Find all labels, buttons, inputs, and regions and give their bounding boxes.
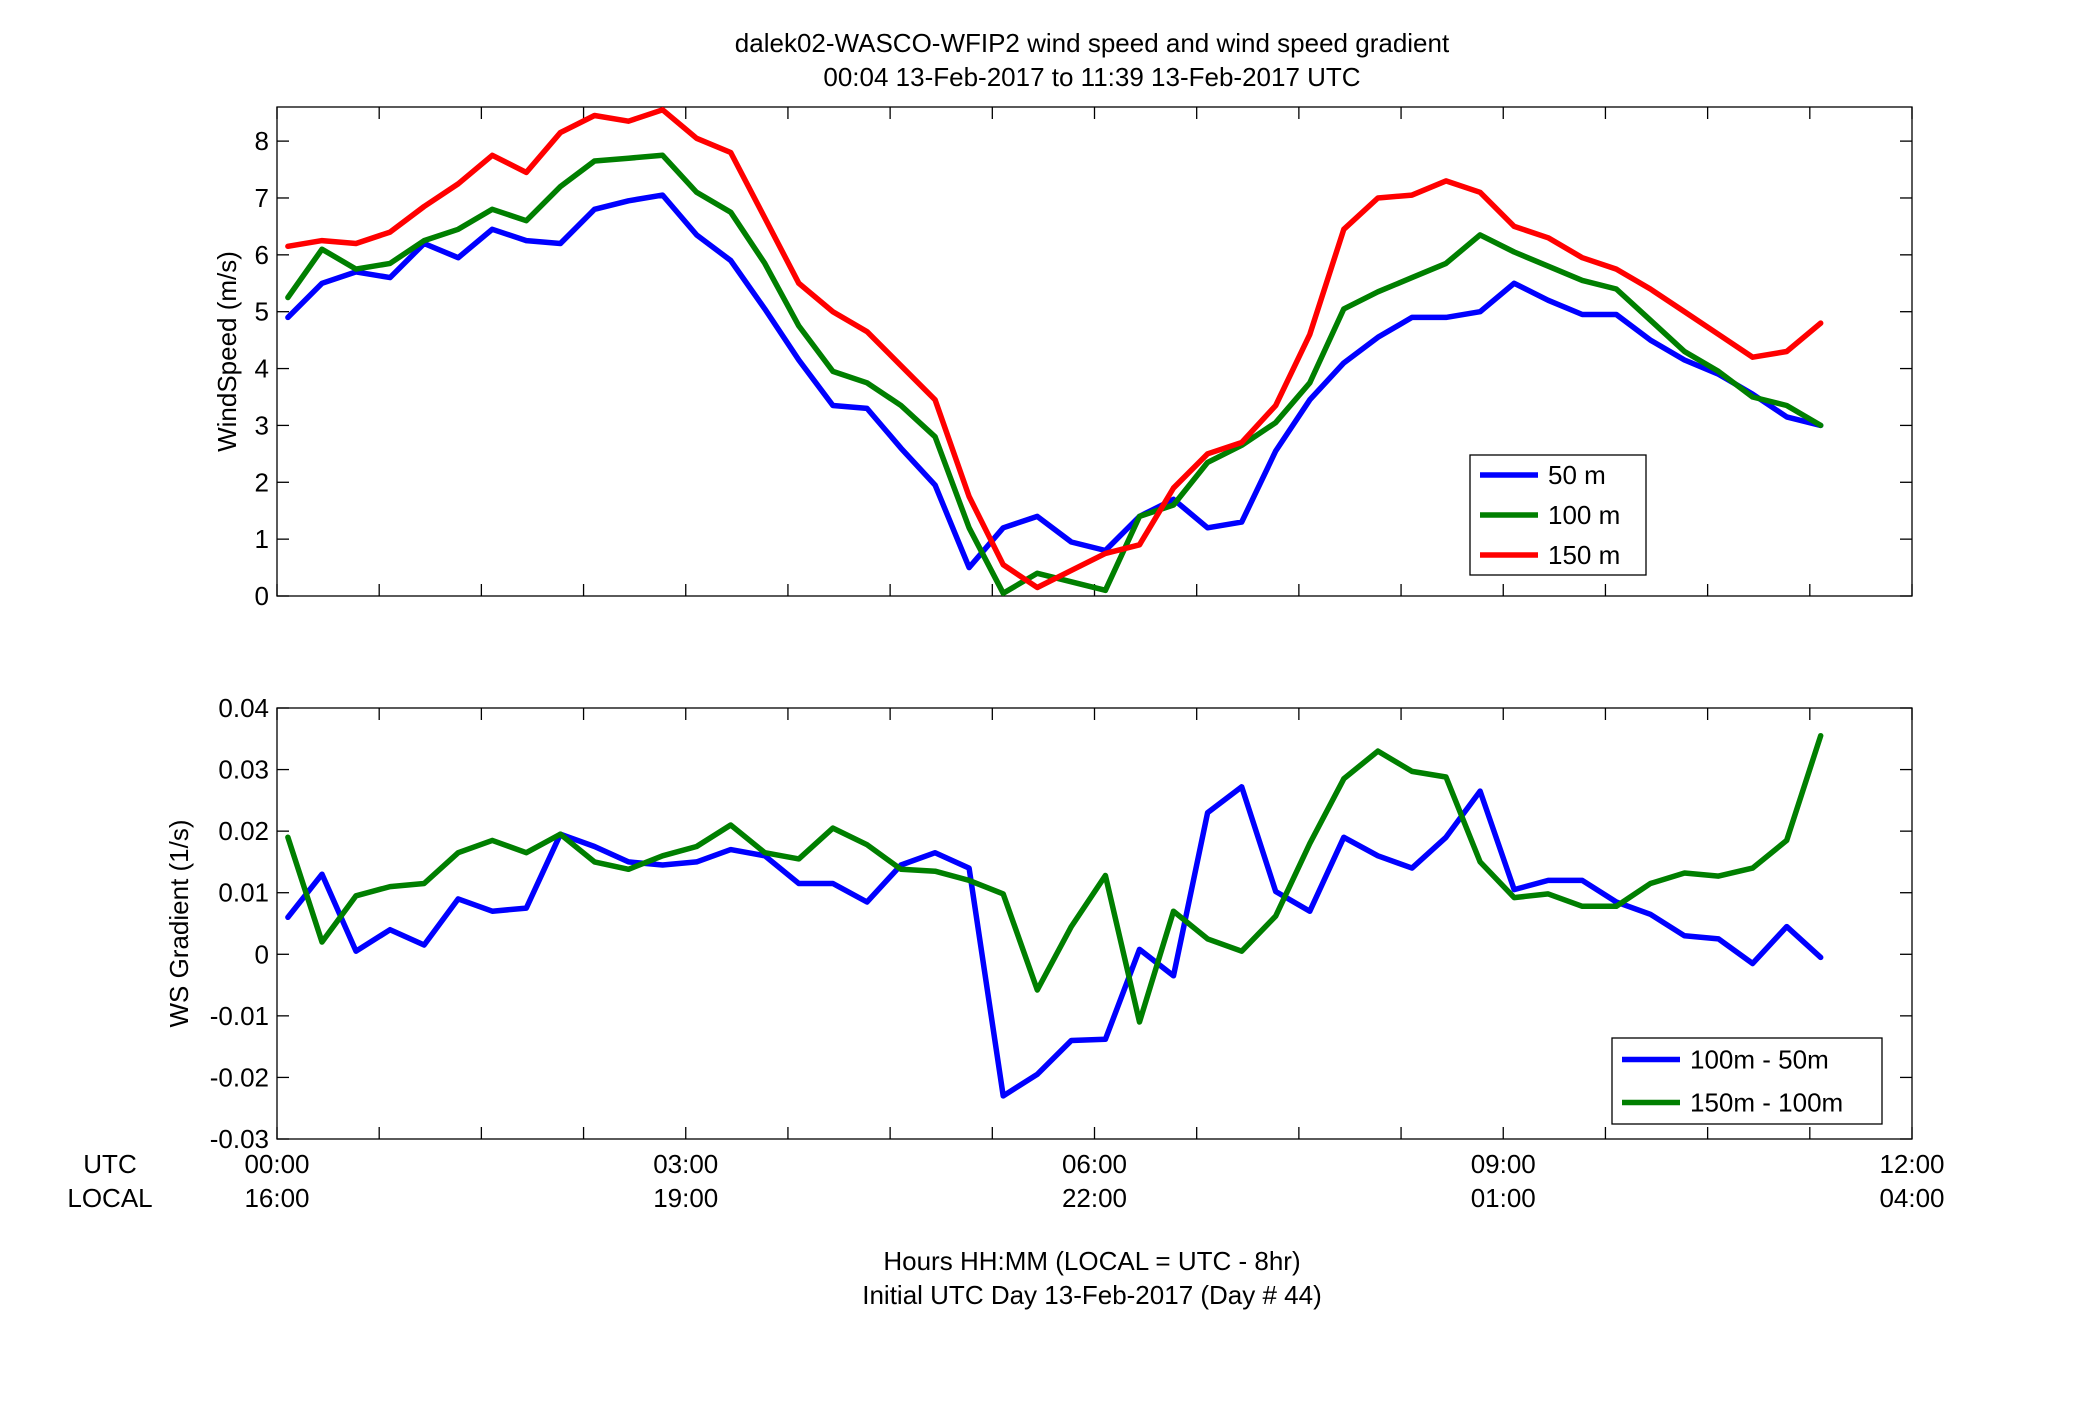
legend: 50 m 100 m 150 m: [1469, 454, 1647, 576]
legend: 100m - 50m 150m - 100m: [1611, 1037, 1883, 1125]
series-line-3: [285, 107, 1824, 591]
time-axis-labels: 00:00 16:00 03:00 19:00 06:00 22:00 09:00 01:00…: [244, 1149, 1944, 1213]
local-row-label: LOCAL: [67, 1183, 152, 1213]
y-tick-label: 0.03: [218, 755, 269, 785]
series-line-1: [285, 784, 1824, 1099]
y-tick-label: 4: [255, 354, 269, 384]
y-tick-label: 5: [255, 297, 269, 327]
y-tick-label: 2: [255, 467, 269, 497]
series-line-1: [285, 192, 1824, 571]
y-tick-label: 7: [255, 183, 269, 213]
y-tick-label: 0.01: [218, 878, 269, 908]
wind-gradient-panel: -0.03 -0.02 -0.01 0 0.01 0.02 0.03 0.04 WS Gradi…: [164, 693, 1913, 1154]
y-tick-label: 0.04: [218, 693, 269, 723]
y-axis-label: WindSpeed (m/s): [212, 251, 242, 452]
x-tick-label-local: 22:00: [1062, 1183, 1127, 1213]
x-tick-label-utc: 09:00: [1471, 1149, 1536, 1179]
y-tick-label: -0.02: [210, 1062, 269, 1092]
chart-title: dalek02-WASCO-WFIP2 wind speed and wind …: [735, 28, 1450, 58]
legend-entry: 50 m: [1548, 460, 1606, 490]
x-tick-label-utc: 00:00: [244, 1149, 309, 1179]
chart-subtitle: 00:04 13-Feb-2017 to 11:39 13-Feb-2017 U…: [823, 62, 1360, 92]
legend-entry: 100 m: [1548, 500, 1620, 530]
legend-box: [1611, 1037, 1883, 1125]
x-axis-sublabel: Initial UTC Day 13-Feb-2017 (Day # 44): [862, 1280, 1322, 1310]
x-axis-label: Hours HH:MM (LOCAL = UTC - 8hr): [883, 1246, 1300, 1276]
series-line-2: [285, 732, 1824, 1025]
y-tick-label: 0: [255, 939, 269, 969]
legend-entry: 100m - 50m: [1690, 1045, 1829, 1075]
y-tick-label: 1: [255, 524, 269, 554]
y-tick-label: 8: [255, 126, 269, 156]
y-tick-label: 6: [255, 240, 269, 270]
x-tick-label-utc: 06:00: [1062, 1149, 1127, 1179]
x-tick-label-utc: 12:00: [1879, 1149, 1944, 1179]
legend-entry: 150 m: [1548, 540, 1620, 570]
y-tick-label: 0.02: [218, 816, 269, 846]
y-tick-label: -0.03: [210, 1124, 269, 1154]
x-tick-label-local: 01:00: [1471, 1183, 1536, 1213]
utc-row-label: UTC: [83, 1149, 136, 1179]
y-axis-label: WS Gradient (1/s): [164, 819, 194, 1027]
wind-speed-panel: 0 1 2 3 4 5 6 7 8 WindSpeed (m/s) 50 m 100 m 150 m: [212, 106, 1913, 611]
x-tick-label-local: 16:00: [244, 1183, 309, 1213]
y-tick-label: -0.01: [210, 1001, 269, 1031]
x-tick-label-utc: 03:00: [653, 1149, 718, 1179]
x-tick-label-local: 19:00: [653, 1183, 718, 1213]
legend-entry: 150m - 100m: [1690, 1088, 1843, 1118]
y-tick-label: 0: [255, 581, 269, 611]
x-tick-label-local: 04:00: [1879, 1183, 1944, 1213]
y-tick-label: 3: [255, 410, 269, 440]
